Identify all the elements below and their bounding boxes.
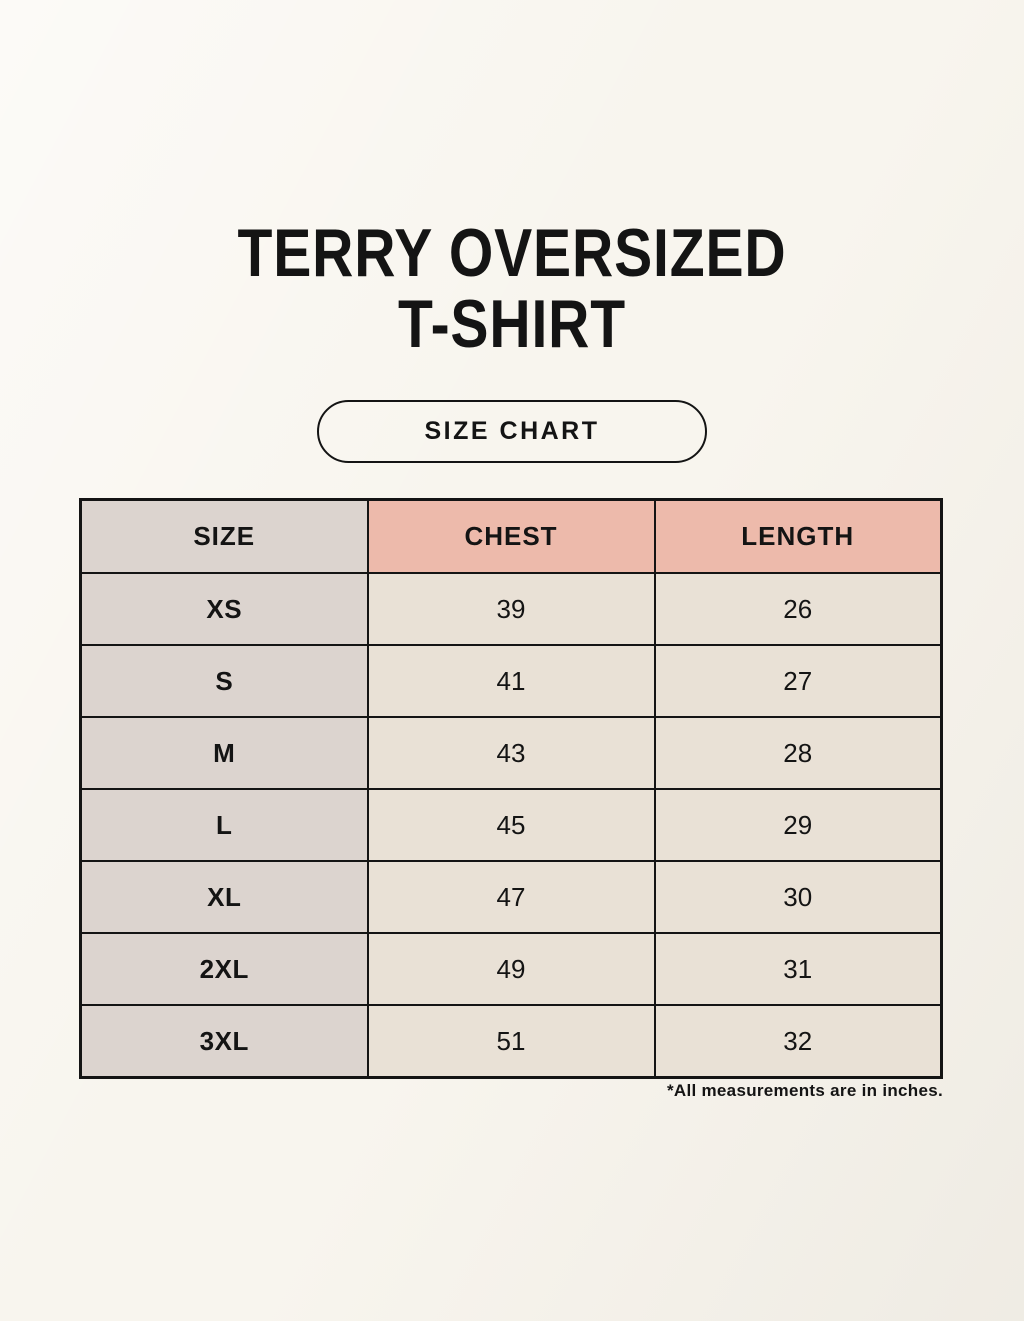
product-title-line-2: T-SHIRT — [397, 286, 627, 363]
column-header-size: SIZE — [79, 498, 369, 574]
size-label: L — [79, 788, 369, 862]
table-row-l: L 45 29 — [79, 788, 943, 862]
table-row-xs: XS 39 26 — [79, 572, 943, 646]
length-value: 26 — [653, 572, 943, 646]
chest-value: 51 — [366, 1004, 656, 1079]
chest-value: 49 — [366, 932, 656, 1006]
size-label: XL — [79, 860, 369, 934]
length-value: 27 — [653, 644, 943, 718]
chest-value: 41 — [366, 644, 656, 718]
size-label: 2XL — [79, 932, 369, 1006]
length-value: 31 — [653, 932, 943, 1006]
length-value: 29 — [653, 788, 943, 862]
column-header-chest: CHEST — [366, 498, 656, 574]
chest-value: 39 — [366, 572, 656, 646]
length-value: 28 — [653, 716, 943, 790]
length-value: 32 — [653, 1004, 943, 1079]
table-row-m: M 43 28 — [79, 716, 943, 790]
table-row-s: S 41 27 — [79, 644, 943, 718]
measurements-footnote: *All measurements are in inches. — [666, 1081, 943, 1100]
product-title: TERRY OVERSIZED T-SHIRT — [82, 215, 942, 363]
length-value: 30 — [653, 860, 943, 934]
table-row-3xl: 3XL 51 32 — [79, 1004, 943, 1079]
column-header-length: LENGTH — [653, 498, 943, 574]
size-chart-table: SIZE CHEST LENGTH XS 39 26 S 41 27 M 43 … — [79, 498, 943, 1079]
chest-value: 47 — [366, 860, 656, 934]
size-label: M — [79, 716, 369, 790]
size-label: 3XL — [79, 1004, 369, 1079]
chest-value: 43 — [366, 716, 656, 790]
size-chart-badge: SIZE CHART — [317, 400, 707, 463]
table-header-row: SIZE CHEST LENGTH — [79, 498, 943, 574]
product-title-line-1: TERRY OVERSIZED — [237, 215, 787, 291]
size-chart-badge-label: SIZE CHART — [424, 417, 600, 445]
size-label: S — [79, 644, 369, 718]
table-row-xl: XL 47 30 — [79, 860, 943, 934]
table-row-2xl: 2XL 49 31 — [79, 932, 943, 1006]
size-label: XS — [79, 572, 369, 646]
chest-value: 45 — [366, 788, 656, 862]
